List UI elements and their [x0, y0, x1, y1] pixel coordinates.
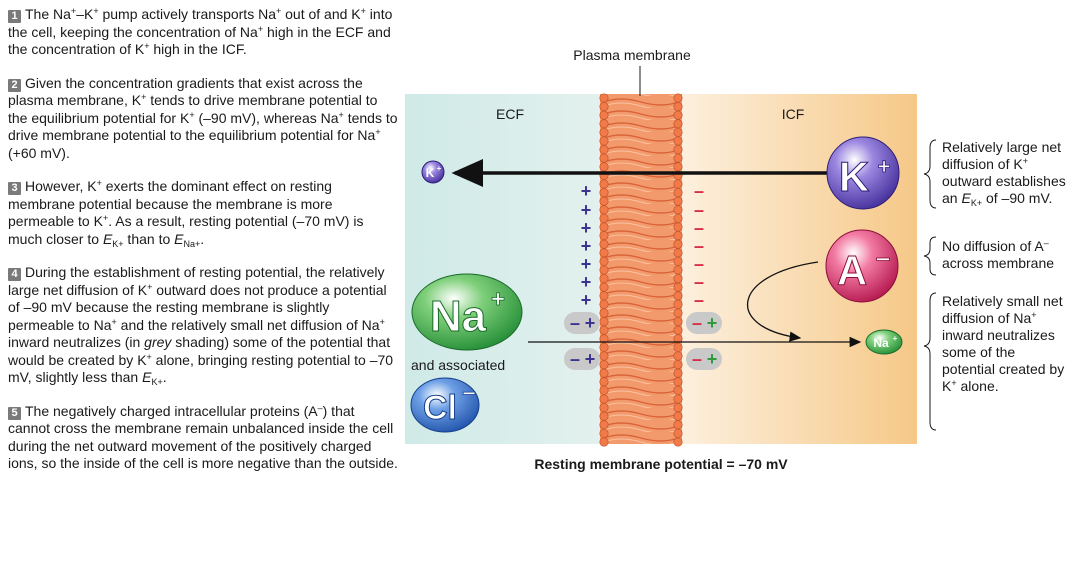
step-2: 2 Given the concentration gradients that …: [8, 74, 398, 161]
step-5: 5 The negatively charged intracellular pr…: [8, 402, 398, 471]
k-note-brace: [923, 139, 937, 209]
negative-charge-7: –: [694, 290, 704, 310]
steps-list: 1 The Na+–K+ pump actively transports Na+…: [8, 6, 398, 489]
na-note-brace: [923, 292, 937, 431]
svg-text:+: +: [491, 286, 505, 313]
svg-text:Na: Na: [430, 292, 487, 341]
svg-text:–: –: [570, 313, 580, 333]
a-note-brace: [923, 236, 937, 276]
diagram-caption: Resting membrane potential = –70 mV: [534, 456, 788, 472]
negative-charge-2: –: [694, 200, 704, 220]
a-ion: A –: [825, 229, 899, 303]
neutralized-pair-icf-2: – +: [686, 348, 722, 370]
charge-distribution: + – + – + – + – + – + – + –: [581, 181, 704, 310]
step-4: 4 During the establishment of resting pot…: [8, 264, 394, 387]
step-number-badge: 4: [8, 268, 21, 281]
negative-charge-3: –: [694, 218, 704, 238]
icf-label: ICF: [782, 106, 805, 122]
step-3: 3 However, K+ exerts the dominant effect …: [8, 178, 364, 249]
positive-charge-5: +: [581, 254, 592, 274]
svg-text:+: +: [707, 313, 718, 333]
step-number-badge: 2: [8, 78, 21, 92]
step-number-badge: 1: [8, 10, 21, 23]
neutralized-pair-ecf-2: – +: [564, 348, 600, 370]
step-number-badge: 5: [8, 406, 21, 420]
svg-text:+: +: [585, 349, 596, 369]
na-ion-small: Na +: [865, 329, 903, 355]
plasma-membrane: [599, 93, 683, 447]
svg-text:K: K: [839, 153, 869, 200]
and-associated-label: and associated: [411, 357, 505, 373]
a-diffusion-note: No diffusion of A– across membrane: [942, 238, 1055, 271]
svg-text:+: +: [707, 349, 718, 369]
svg-text:–: –: [876, 242, 890, 272]
svg-text:–: –: [570, 349, 580, 369]
svg-text:K: K: [426, 166, 435, 180]
a-curved-arrow: [746, 261, 819, 342]
neutralized-pair-icf-1: – +: [686, 312, 722, 334]
svg-text:–: –: [692, 349, 702, 369]
k-ion-large: K +: [826, 136, 900, 210]
positive-charge-3: +: [581, 218, 592, 238]
neutralized-charges: – + – + – + – +: [564, 312, 722, 370]
svg-text:+: +: [893, 334, 898, 343]
negative-charge-6: –: [694, 272, 704, 292]
step-1: 1 The Na+–K+ pump actively transports Na+…: [8, 6, 393, 57]
positive-charge-1: +: [581, 181, 592, 201]
svg-text:+: +: [437, 164, 442, 173]
negative-charge-1: –: [694, 181, 704, 201]
svg-text:–: –: [462, 379, 475, 406]
k-diffusion-note: Relatively large net diffusion of K+ out…: [942, 139, 1066, 208]
neutralized-pair-ecf-1: – +: [564, 312, 600, 334]
na-diffusion-note: Relatively small net diffusion of Na+ in…: [942, 293, 1065, 394]
na-ion-large: Na +: [411, 273, 523, 351]
k-ion-small: K +: [421, 160, 445, 184]
svg-text:A: A: [837, 247, 867, 294]
step-number-badge: 3: [8, 182, 21, 195]
positive-charge-7: +: [581, 290, 592, 310]
cl-ion: Cl –: [410, 377, 480, 433]
positive-charge-2: +: [581, 200, 592, 220]
negative-charge-5: –: [694, 254, 704, 274]
negative-charge-4: –: [694, 236, 704, 256]
plasma-membrane-label: Plasma membrane: [573, 47, 691, 63]
svg-text:Cl: Cl: [423, 389, 457, 427]
svg-text:+: +: [878, 154, 891, 179]
svg-text:+: +: [585, 313, 596, 333]
ecf-label: ECF: [496, 106, 524, 122]
positive-charge-6: +: [581, 272, 592, 292]
svg-text:Na: Na: [873, 336, 889, 350]
positive-charge-4: +: [581, 236, 592, 256]
svg-text:–: –: [692, 313, 702, 333]
